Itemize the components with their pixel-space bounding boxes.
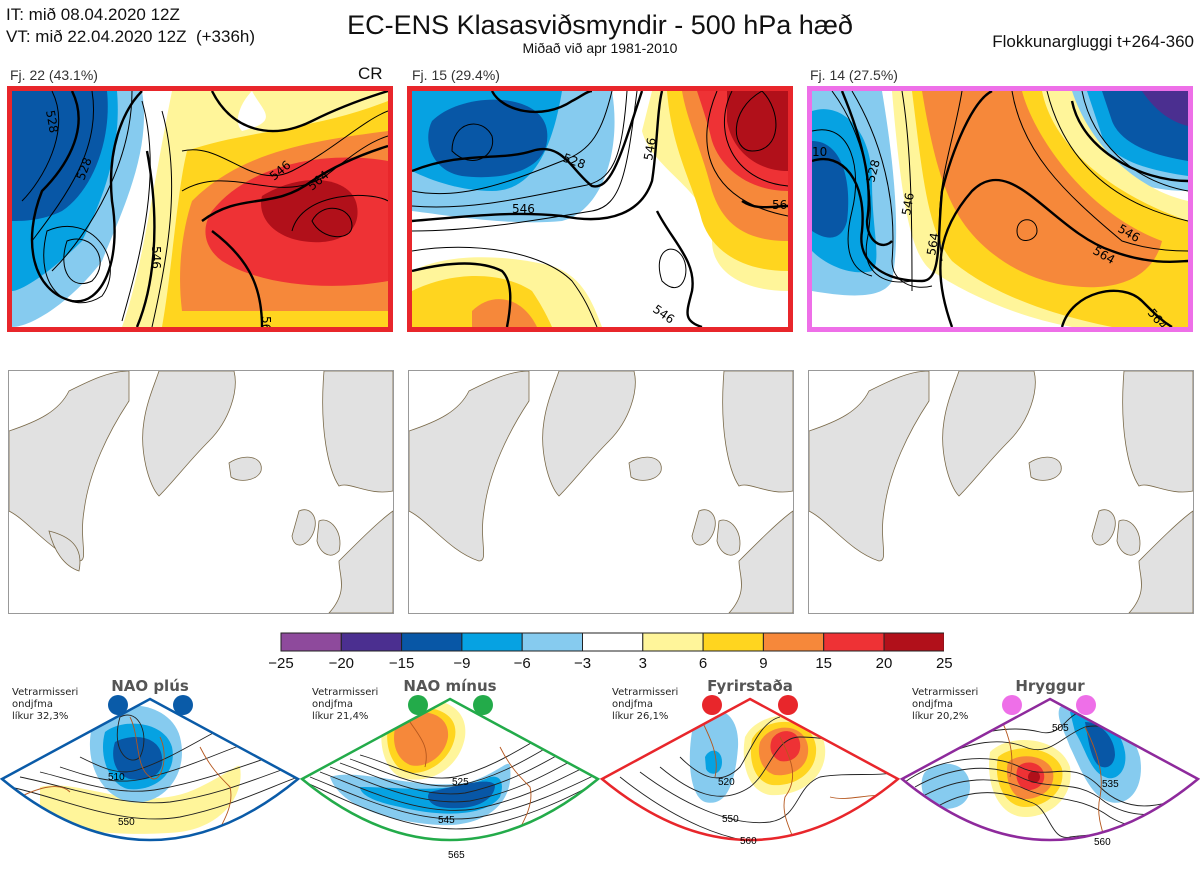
season-label: Vetrarmisseri	[912, 687, 979, 698]
regime-dot	[473, 695, 493, 715]
colorbar-tick-label: 15	[815, 655, 833, 672]
colorbar-tick-label: 20	[875, 655, 893, 672]
months-label: ondjfma	[312, 699, 353, 710]
contour-label: 56	[772, 198, 787, 212]
probability-label: líkur 20,2%	[912, 711, 969, 722]
regime-title: NAO mínus	[403, 677, 497, 695]
regime-nao-minus: NAO mínus Vetrarmisseri ondjfma líkur 21…	[300, 677, 600, 871]
season-label: Vetrarmisseri	[612, 687, 679, 698]
regime-dot	[702, 695, 722, 715]
cluster-2-anomaly-map[interactable]	[408, 370, 794, 614]
contour-label: 560	[740, 836, 757, 847]
season-label: Vetrarmisseri	[312, 687, 379, 698]
colorbar-swatch	[340, 632, 403, 652]
colorbar-swatch	[823, 632, 885, 652]
months-label: ondjfma	[912, 699, 953, 710]
contour-label: 550	[118, 817, 135, 828]
cluster-1-map[interactable]: 528 528 546 546 564 56	[7, 86, 393, 332]
contour-label: 546	[149, 246, 163, 269]
colorbar-swatch	[642, 632, 704, 652]
contour-label: 510	[108, 772, 125, 783]
probability-label: líkur 26,1%	[612, 711, 669, 722]
regime-dot	[173, 695, 193, 715]
contour-label: 505	[1052, 723, 1069, 734]
colorbar-swatch	[883, 632, 944, 652]
contour-label: 525	[452, 777, 469, 788]
contour-label: 565	[448, 850, 465, 861]
contour-label: 546	[899, 192, 917, 217]
contour-label: 56	[259, 316, 273, 327]
regime-dot	[1002, 695, 1022, 715]
page-title: EC-ENS Klasasviðsmyndir - 500 hPa hæð	[347, 10, 853, 40]
regime-ridge: Hryggur Vetrarmisseri ondjfma líkur 20,2…	[900, 677, 1200, 871]
colorbar-swatch	[401, 632, 463, 652]
cluster-2-label: Fj. 15 (29.4%)	[412, 67, 500, 83]
cluster-3-anomaly-map[interactable]	[808, 370, 1194, 614]
contour-label: 520	[718, 777, 735, 788]
regime-dot	[108, 695, 128, 715]
regime-note: Vetrarmisseri ondjfma líkur 20,2%	[912, 687, 978, 723]
regime-nao-plus: NAO plús Vetrarmisseri ondjfma líkur 32,…	[0, 677, 300, 871]
season-label: Vetrarmisseri	[12, 687, 79, 698]
regime-title: Hryggur	[1015, 677, 1085, 695]
contour-label: 560	[1094, 837, 1111, 848]
probability-label: líkur 21,4%	[312, 711, 369, 722]
contour-label: 564	[924, 232, 942, 257]
init-time: IT: mið 08.04.2020 12Z	[6, 5, 180, 24]
colorbar-swatch	[521, 632, 583, 652]
months-label: ondjfma	[12, 699, 53, 710]
regime-dot	[408, 695, 428, 715]
colorbar-tick-label: −9	[453, 655, 471, 672]
colorbar-swatch	[461, 632, 523, 652]
regime-blocking: Fyrirstaða Vetrarmisseri ondjfma líkur 2…	[600, 677, 900, 871]
contour-label: 546	[641, 137, 659, 162]
contour-label: 528	[43, 109, 61, 134]
regime-dot	[1076, 695, 1096, 715]
contour-label: 10	[812, 145, 827, 159]
cluster-1-tag: CR	[358, 64, 383, 83]
contour-label: 546	[512, 202, 535, 216]
colorbar-tick-label: −6	[513, 655, 531, 672]
colorbar-tick-label: −3	[573, 655, 592, 672]
regime-note: Vetrarmisseri ondjfma líkur 26,1%	[612, 687, 678, 723]
cluster-1-anomaly-map[interactable]	[8, 370, 394, 614]
probability-label: líkur 32,3%	[12, 711, 69, 722]
colorbar-swatch	[702, 632, 764, 652]
contour-label: 535	[1102, 779, 1119, 790]
contour-label: 545	[438, 815, 455, 826]
colorbar-tick-label: 6	[698, 655, 708, 672]
classification-window: Flokkunargluggi t+264-360	[992, 32, 1194, 51]
valid-time: VT: mið 22.04.2020 12Z (+336h)	[6, 27, 256, 46]
colorbar-tick-label: 25	[935, 655, 953, 672]
months-label: ondjfma	[612, 699, 653, 710]
cluster-3-label: Fj. 14 (27.5%)	[810, 67, 898, 83]
regime-dot	[778, 695, 798, 715]
contour-label: 550	[722, 814, 739, 825]
regime-note: Vetrarmisseri ondjfma líkur 32,3%	[12, 687, 78, 723]
cluster-1-label: Fj. 22 (43.1%)	[10, 67, 98, 83]
colorbar-swatch	[762, 632, 825, 652]
colorbar-tick-label: 9	[759, 655, 768, 672]
colorbar-swatch	[582, 632, 644, 652]
page-subtitle: Miðað við apr 1981-2010	[522, 40, 678, 56]
regime-title: NAO plús	[111, 677, 189, 695]
colorbar	[280, 632, 944, 652]
regime-note: Vetrarmisseri ondjfma líkur 21,4%	[312, 687, 378, 723]
colorbar-tick-label: −15	[388, 655, 415, 672]
colorbar-swatch	[280, 632, 342, 652]
colorbar-tick-label: −20	[328, 655, 355, 672]
contour-label: 528	[863, 158, 882, 184]
cluster-3-map[interactable]: 10 528 546 564 546 564 564	[807, 86, 1193, 332]
regime-title: Fyrirstaða	[707, 677, 793, 695]
colorbar-tick-label: −25	[268, 655, 294, 672]
colorbar-tick-label: 3	[638, 655, 647, 672]
forecast-times: IT: mið 08.04.2020 12Z VT: mið 22.04.202…	[6, 4, 255, 48]
cluster-2-map[interactable]: 528 546 546 546 56	[407, 86, 793, 332]
